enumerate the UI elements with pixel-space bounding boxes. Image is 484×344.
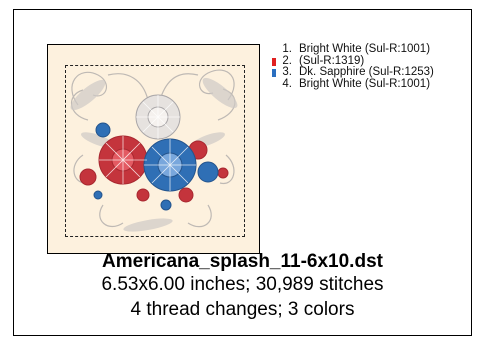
thread-number: 2.: [282, 54, 292, 67]
blue-swatch: [272, 69, 276, 77]
design-filename: Americana_splash_11-6x10.dst: [102, 251, 383, 272]
design-card: 1. Bright White (Sul-R:1001) 2. (Sul-R:1…: [13, 9, 472, 336]
embroidery-artwork: [70, 69, 238, 232]
thread-label: (Sul-R:1319): [299, 54, 365, 67]
hoop-outline: [65, 65, 245, 237]
red-swatch: [272, 57, 276, 66]
thread-label: Dk. Sapphire (Sul-R:1253): [299, 66, 434, 78]
embroidery-preview: [47, 44, 260, 254]
thread-label: Bright White (Sul-R:1001): [299, 43, 431, 55]
thread-number: 1.: [282, 43, 292, 55]
thread-number: 4.: [282, 77, 292, 90]
thread-label: Bright White (Sul-R:1001): [299, 77, 431, 90]
design-dimensions-stitches: 6.53x6.00 inches; 30,989 stitches: [101, 274, 384, 295]
design-thread-changes: 4 thread changes; 3 colors: [130, 299, 355, 320]
thread-number: 3.: [282, 66, 292, 78]
